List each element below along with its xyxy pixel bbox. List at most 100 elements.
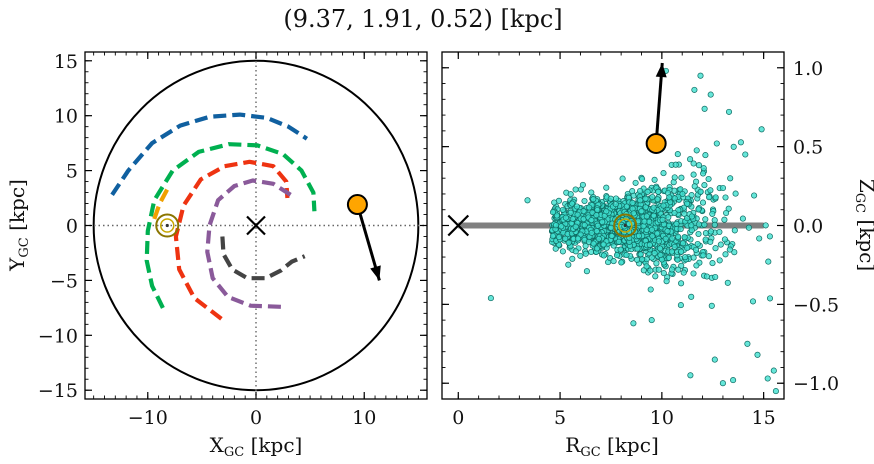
star-point <box>766 233 773 240</box>
star-point <box>706 194 713 201</box>
star-point <box>555 234 563 241</box>
star-point <box>695 230 702 238</box>
star-point <box>664 228 671 235</box>
star-point <box>719 184 727 192</box>
edge-on-y-axis-label: ZGC [kpc] <box>852 179 874 271</box>
face-on-x-tick-label: −10 <box>128 407 168 429</box>
star-point <box>707 187 714 194</box>
face-on-axes: −10 0 10 15 10 5 0 −5 −10 −15 <box>38 51 428 429</box>
star-point <box>702 236 709 243</box>
star-point <box>583 268 590 275</box>
star-point <box>637 187 644 195</box>
face-on-markers <box>155 194 381 281</box>
star-point <box>637 197 644 204</box>
star-point <box>639 175 646 183</box>
star-point <box>702 152 709 159</box>
star-point <box>549 209 557 216</box>
star-point <box>690 160 697 167</box>
star-point <box>618 259 625 266</box>
star-point <box>666 194 673 201</box>
star-point <box>662 235 669 242</box>
face-on-x-axis-label: XGC [kpc] <box>210 433 303 460</box>
edge-on-axes: 0 5 10 15 1.0 0.5 0.0 −0.5 −1.0 <box>441 51 839 429</box>
star-point <box>607 195 614 202</box>
star-point <box>558 223 565 230</box>
sun-marker-dot <box>623 223 627 228</box>
star-point <box>674 151 681 158</box>
star-point <box>669 235 676 242</box>
edge-on-x-tick-label: 10 <box>650 407 674 429</box>
galactic-center-marker-stroke-b <box>447 214 470 237</box>
edge-on-stars <box>458 67 779 395</box>
star-point <box>730 377 737 384</box>
star-point <box>559 206 566 213</box>
star-point <box>749 298 757 305</box>
star-point <box>697 72 704 79</box>
star-point <box>608 232 615 240</box>
star-point <box>649 233 656 240</box>
face-on-y-tick-label: 15 <box>54 51 78 73</box>
star-point <box>719 380 726 387</box>
star-point <box>655 266 662 273</box>
star-point <box>730 143 737 150</box>
star-point <box>671 174 678 181</box>
star-point <box>695 221 702 228</box>
star-point <box>569 215 576 222</box>
star-point <box>642 195 649 202</box>
face-on-y-axis-label: YGC [kpc] <box>5 179 32 272</box>
star-point <box>552 245 559 252</box>
star-point <box>593 228 600 235</box>
target-star-point <box>346 194 368 216</box>
star-point <box>612 195 620 202</box>
edge-on-x-tick-label: 5 <box>554 407 566 429</box>
star-point <box>701 182 708 189</box>
star-point <box>690 270 697 277</box>
face-on-x-tick-label: 0 <box>250 407 262 429</box>
star-point <box>588 217 595 224</box>
galactic-center-marker-stroke-b <box>246 215 266 236</box>
star-point <box>648 317 655 324</box>
star-point <box>623 203 630 210</box>
star-point <box>656 245 664 252</box>
star-point <box>562 214 569 221</box>
star-point <box>647 286 654 293</box>
spiral-arm-1 <box>110 112 309 196</box>
star-point <box>684 244 691 252</box>
star-point <box>593 245 601 252</box>
star-point <box>692 246 700 253</box>
star-point <box>668 266 676 273</box>
star-point <box>665 254 672 261</box>
star-point <box>574 211 581 218</box>
star-point <box>581 222 588 229</box>
star-point <box>726 246 733 253</box>
star-point <box>632 179 639 186</box>
star-point <box>700 252 707 259</box>
star-point <box>770 367 777 374</box>
star-point <box>559 248 566 255</box>
star-point <box>651 250 658 257</box>
star-point <box>679 190 686 198</box>
star-point <box>745 224 752 231</box>
star-point <box>727 175 734 182</box>
star-point <box>695 162 703 169</box>
star-point <box>742 151 749 158</box>
spiral-arm-6 <box>220 236 306 281</box>
star-point <box>594 222 601 229</box>
star-point <box>562 235 569 242</box>
star-point <box>638 208 645 215</box>
star-point <box>687 372 694 379</box>
star-point <box>581 197 588 205</box>
star-point <box>712 273 719 281</box>
star-point <box>639 256 646 263</box>
star-point <box>623 251 630 259</box>
star-point <box>694 240 701 248</box>
star-point <box>744 340 751 347</box>
sun-marker-outer-ring <box>155 213 180 238</box>
star-point <box>675 266 682 273</box>
star-point <box>642 204 649 211</box>
star-point <box>641 218 648 225</box>
edge-on-y-tick-label: 1.0 <box>793 58 823 80</box>
star-point <box>688 192 695 199</box>
velocity-arrow-head <box>370 265 381 281</box>
